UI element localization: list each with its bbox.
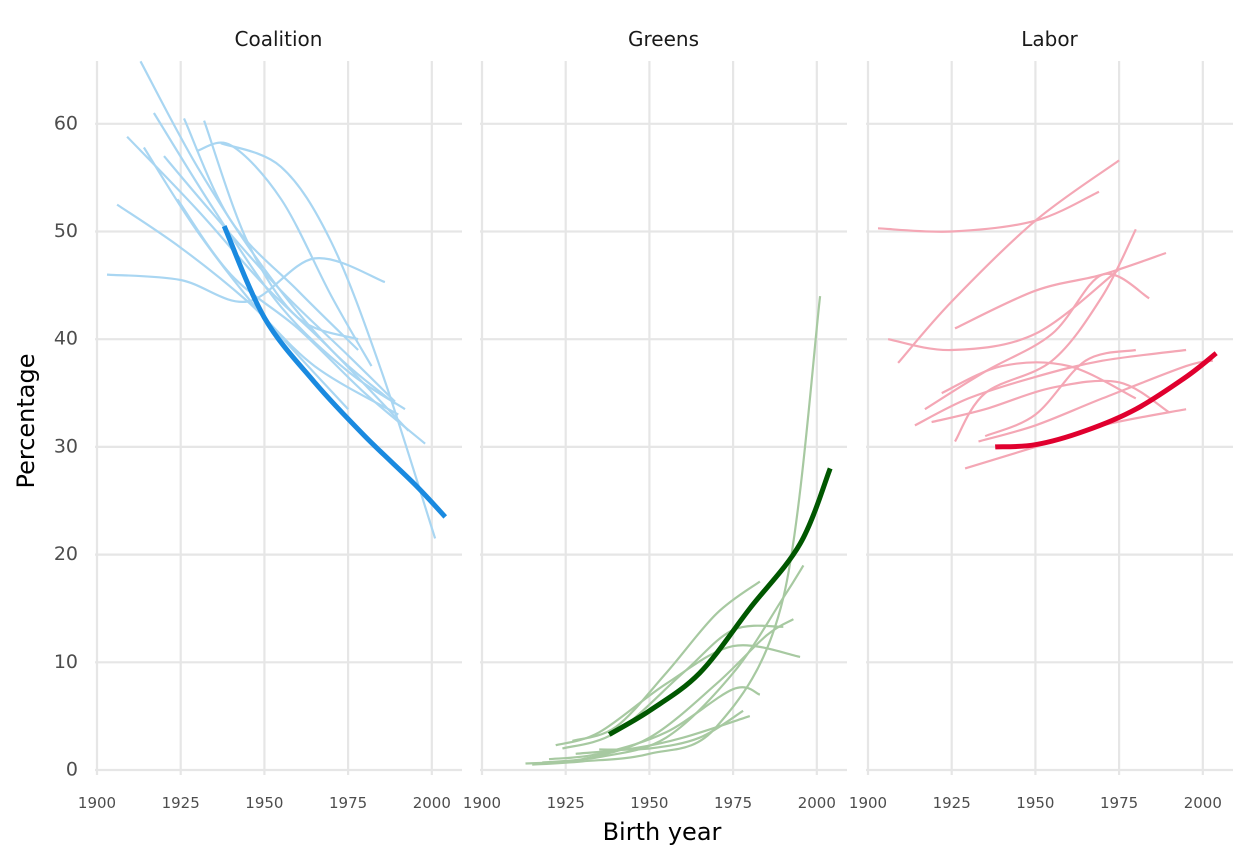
label-layer: Coalition 1900 1925 1950 1975 2000 Greens 1900 1… bbox=[54, 27, 1222, 812]
y-tick-label: 40 bbox=[54, 328, 78, 350]
x-tick-label: 2000 bbox=[1184, 794, 1222, 812]
series-layer bbox=[106, 60, 1218, 766]
y-tick-label: 0 bbox=[66, 759, 78, 781]
highlight-line bbox=[221, 225, 448, 519]
panel-title: Coalition bbox=[235, 27, 323, 51]
series-line bbox=[964, 408, 1187, 470]
series-line bbox=[887, 268, 1120, 352]
x-tick-label: 1950 bbox=[245, 794, 283, 812]
y-tick-label: 30 bbox=[54, 435, 78, 457]
x-tick-label: 2000 bbox=[413, 794, 451, 812]
y-tick-label: 20 bbox=[54, 543, 78, 565]
series-line bbox=[203, 120, 359, 341]
y-tick-label: 50 bbox=[54, 220, 78, 242]
x-tick-label: 1900 bbox=[849, 794, 887, 812]
x-tick-label: 2000 bbox=[798, 794, 836, 812]
x-tick-label: 1950 bbox=[630, 794, 668, 812]
x-tick-label: 1975 bbox=[1100, 794, 1138, 812]
series-line bbox=[532, 295, 822, 766]
series-line bbox=[599, 709, 744, 751]
series-line bbox=[183, 117, 359, 351]
series-line bbox=[176, 198, 426, 445]
series-line bbox=[116, 203, 399, 416]
series-line bbox=[548, 686, 761, 761]
panel-title: Greens bbox=[628, 27, 699, 51]
series-line bbox=[152, 112, 406, 411]
y-axis-title: Percentage bbox=[12, 353, 40, 488]
panel-title: Labor bbox=[1021, 27, 1078, 51]
series-line bbox=[984, 348, 1137, 438]
y-tick-label: 60 bbox=[54, 112, 78, 134]
highlight-line bbox=[607, 467, 833, 737]
x-tick-label: 1900 bbox=[78, 794, 116, 812]
series-line bbox=[139, 60, 396, 405]
grid-layer bbox=[95, 61, 1233, 775]
y-tick-label: 10 bbox=[54, 651, 78, 673]
series-line bbox=[941, 361, 1137, 400]
series-line bbox=[220, 142, 437, 539]
x-tick-label: 1925 bbox=[933, 794, 971, 812]
series-line bbox=[897, 159, 1120, 364]
series-line bbox=[542, 564, 805, 764]
series-line bbox=[163, 155, 396, 403]
series-line bbox=[978, 359, 1214, 443]
series-line bbox=[954, 228, 1137, 443]
series-line bbox=[142, 146, 349, 410]
x-tick-label: 1925 bbox=[162, 794, 200, 812]
series-line bbox=[954, 251, 1167, 330]
highlight-line bbox=[995, 351, 1218, 450]
x-tick-label: 1900 bbox=[463, 794, 501, 812]
x-axis-title: Birth year bbox=[603, 818, 722, 846]
x-tick-label: 1975 bbox=[714, 794, 752, 812]
x-tick-label: 1925 bbox=[547, 794, 585, 812]
x-tick-label: 1975 bbox=[329, 794, 367, 812]
series-line bbox=[877, 190, 1100, 233]
x-tick-label: 1950 bbox=[1016, 794, 1054, 812]
series-line bbox=[914, 348, 1187, 427]
series-line bbox=[562, 624, 784, 750]
series-line bbox=[572, 580, 761, 742]
